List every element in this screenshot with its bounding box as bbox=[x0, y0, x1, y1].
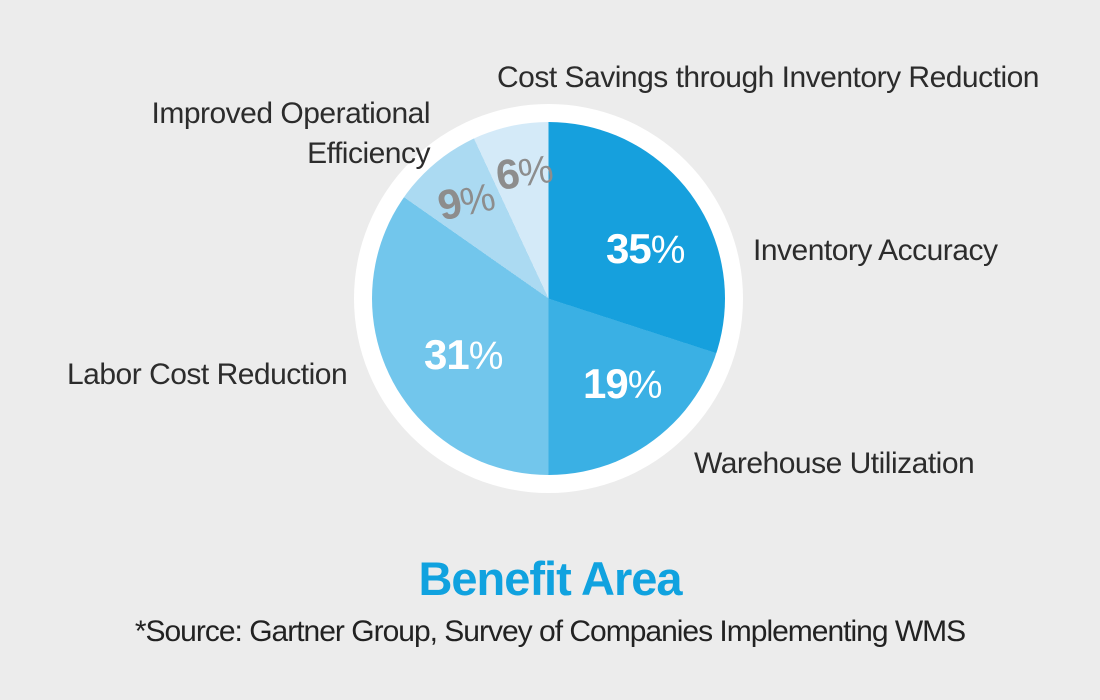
slice-label-cost-savings: Cost Savings through Inventory Reduction bbox=[497, 61, 1040, 94]
slice-label-warehouse-utilization: Warehouse Utilization bbox=[694, 447, 975, 480]
slice-label-inventory-accuracy: Inventory Accuracy bbox=[753, 234, 998, 267]
pie-ring bbox=[354, 104, 743, 493]
slice-value-improved-operational-efficiency: 9% bbox=[434, 175, 500, 230]
slice-value-number: 35 bbox=[606, 225, 652, 272]
slice-value-cost-savings: 6% bbox=[493, 147, 557, 199]
source-note: *Source: Gartner Group, Survey of Compan… bbox=[134, 615, 966, 648]
slice-value-inventory-accuracy: 35% bbox=[606, 225, 686, 272]
slice-value-warehouse-utilization: 19% bbox=[583, 360, 663, 407]
slice-value-labor-cost-reduction: 31% bbox=[424, 331, 504, 378]
slice-value-number: 19 bbox=[583, 360, 629, 407]
slice-value-number: 31 bbox=[424, 331, 470, 378]
slice-label-improved-operational-efficiency: Improved Operational Efficiency bbox=[151, 97, 431, 170]
chart-title: Benefit Area bbox=[418, 552, 682, 605]
percent-sign: % bbox=[650, 229, 686, 272]
percent-sign: % bbox=[515, 147, 557, 196]
percent-sign: % bbox=[627, 364, 663, 407]
pie bbox=[372, 122, 725, 475]
slice-label-labor-cost-reduction: Labor Cost Reduction bbox=[67, 358, 348, 391]
percent-sign: % bbox=[468, 335, 504, 378]
